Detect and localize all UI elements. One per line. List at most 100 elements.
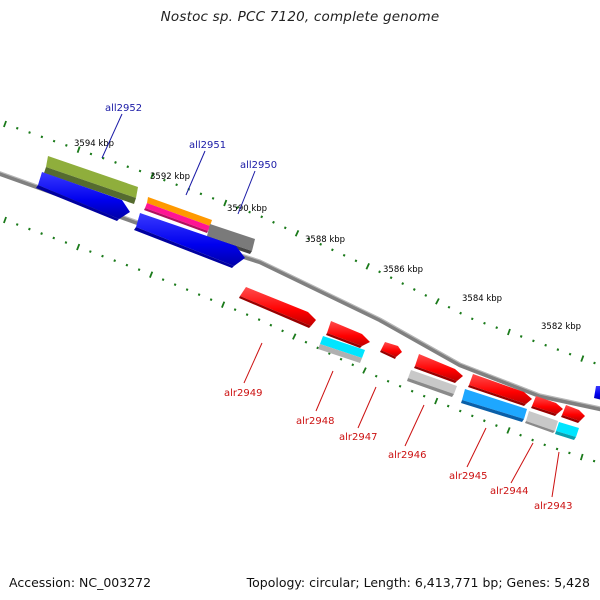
minor-tick — [544, 343, 547, 347]
minor-tick — [389, 276, 393, 280]
red-arrow-feature-4[interactable] — [531, 396, 563, 416]
minor-tick — [458, 409, 462, 413]
gene-alr2944-feature[interactable] — [525, 411, 558, 433]
minor-tick — [447, 305, 451, 309]
minor-tick — [316, 346, 320, 350]
minor-tick — [482, 419, 486, 423]
gene-alr2945-feature[interactable] — [461, 389, 527, 422]
minor-tick — [28, 131, 31, 134]
major-tick — [149, 271, 154, 278]
gene-alr2946-feature[interactable] — [407, 370, 457, 397]
minor-tick — [410, 389, 414, 393]
gene-label-all2952[interactable]: all2952 — [105, 103, 142, 114]
minor-tick — [495, 424, 498, 427]
scale-label-3594: 3594 kbp — [74, 139, 114, 149]
major-tick — [365, 263, 370, 270]
minor-tick — [15, 126, 19, 130]
major-tick — [579, 453, 584, 461]
gene-label-alr2949[interactable]: alr2949 — [224, 388, 262, 399]
gene-alr2947-feature[interactable] — [380, 342, 402, 359]
minor-tick — [519, 335, 523, 338]
major-tick — [580, 355, 585, 362]
minor-tick — [495, 326, 499, 330]
minor-tick — [470, 414, 474, 418]
map-title: Nostoc sp. PCC 7120, complete genome — [160, 9, 440, 25]
minor-tick — [519, 433, 522, 437]
major-tick — [506, 427, 511, 434]
minor-tick — [161, 278, 165, 281]
major-tick — [3, 120, 7, 128]
scale-label-3582: 3582 kbp — [541, 322, 581, 332]
gene-all2951-feature[interactable] — [144, 197, 212, 233]
major-tick — [507, 328, 511, 336]
minor-tick — [424, 293, 428, 297]
minor-tick — [339, 357, 343, 361]
gene-label-all2950[interactable]: all2950 — [240, 160, 277, 171]
gene-alr2949-feature[interactable] — [239, 287, 316, 328]
red-arrow-feature-1[interactable] — [326, 321, 370, 348]
minor-tick — [398, 384, 402, 388]
minor-tick — [446, 404, 450, 408]
major-tick — [362, 367, 367, 374]
minor-tick — [283, 226, 287, 230]
minor-tick — [422, 394, 426, 398]
gene-all2952-feature[interactable] — [44, 156, 138, 204]
scale-label-3588: 3588 kbp — [305, 235, 345, 245]
minor-tick — [532, 339, 535, 343]
top-callout-lines — [101, 113, 256, 215]
minor-tick — [531, 438, 534, 442]
minor-tick — [89, 250, 92, 253]
minor-tick — [304, 340, 308, 344]
minor-tick — [351, 363, 355, 367]
minor-tick — [52, 236, 56, 240]
minor-tick — [64, 241, 68, 244]
minor-tick — [163, 178, 166, 182]
gene-label-alr2944[interactable]: alr2944 — [490, 486, 528, 497]
gene-label-alr2947[interactable]: alr2947 — [339, 432, 377, 443]
minor-tick — [233, 308, 237, 311]
minor-tick — [40, 232, 43, 235]
red-arrow-feature-5[interactable] — [561, 405, 585, 423]
red-arrow-feature-2[interactable] — [414, 354, 463, 383]
minor-tick — [459, 311, 462, 315]
gene-label-alr2945[interactable]: alr2945 — [449, 471, 487, 482]
blue-arrow-feature-3[interactable] — [594, 386, 600, 400]
major-tick — [292, 333, 297, 340]
minor-tick — [483, 321, 486, 325]
minor-tick — [555, 447, 559, 451]
minor-tick — [137, 268, 141, 272]
minor-tick — [101, 156, 105, 160]
gene-label-alr2948[interactable]: alr2948 — [296, 416, 334, 427]
minor-tick — [556, 348, 560, 352]
minor-tick — [65, 143, 68, 147]
major-tick — [76, 243, 81, 251]
blue-arrow-feature-2[interactable] — [134, 213, 245, 268]
minor-tick — [543, 443, 547, 447]
major-tick — [434, 397, 439, 405]
minor-tick — [401, 282, 405, 286]
upper-scale-ticks — [3, 120, 596, 365]
minor-tick — [197, 293, 201, 296]
minor-tick — [281, 329, 284, 333]
gene-label-alr2946[interactable]: alr2946 — [388, 450, 426, 461]
minor-tick — [173, 283, 177, 286]
minor-tick — [185, 288, 189, 291]
gene-label-alr2943[interactable]: alr2943 — [534, 501, 572, 512]
minor-tick — [113, 259, 117, 263]
blue-arrow-feature-1[interactable] — [36, 172, 130, 221]
scale-label-3584: 3584 kbp — [462, 294, 502, 304]
minor-tick — [470, 317, 474, 321]
red-arrow-feature-3[interactable] — [468, 374, 532, 406]
minor-tick — [386, 379, 390, 383]
minor-tick — [125, 263, 129, 267]
minor-tick — [248, 210, 251, 214]
minor-tick — [269, 323, 273, 327]
major-tick — [76, 146, 81, 153]
major-tick — [294, 230, 300, 237]
gene-alr2943-feature[interactable] — [555, 422, 579, 440]
minor-tick — [52, 139, 56, 143]
minor-tick — [374, 374, 378, 378]
gene-alr2948-feature[interactable] — [318, 336, 365, 363]
major-tick — [150, 172, 155, 179]
gene-label-all2951[interactable]: all2951 — [189, 140, 226, 151]
